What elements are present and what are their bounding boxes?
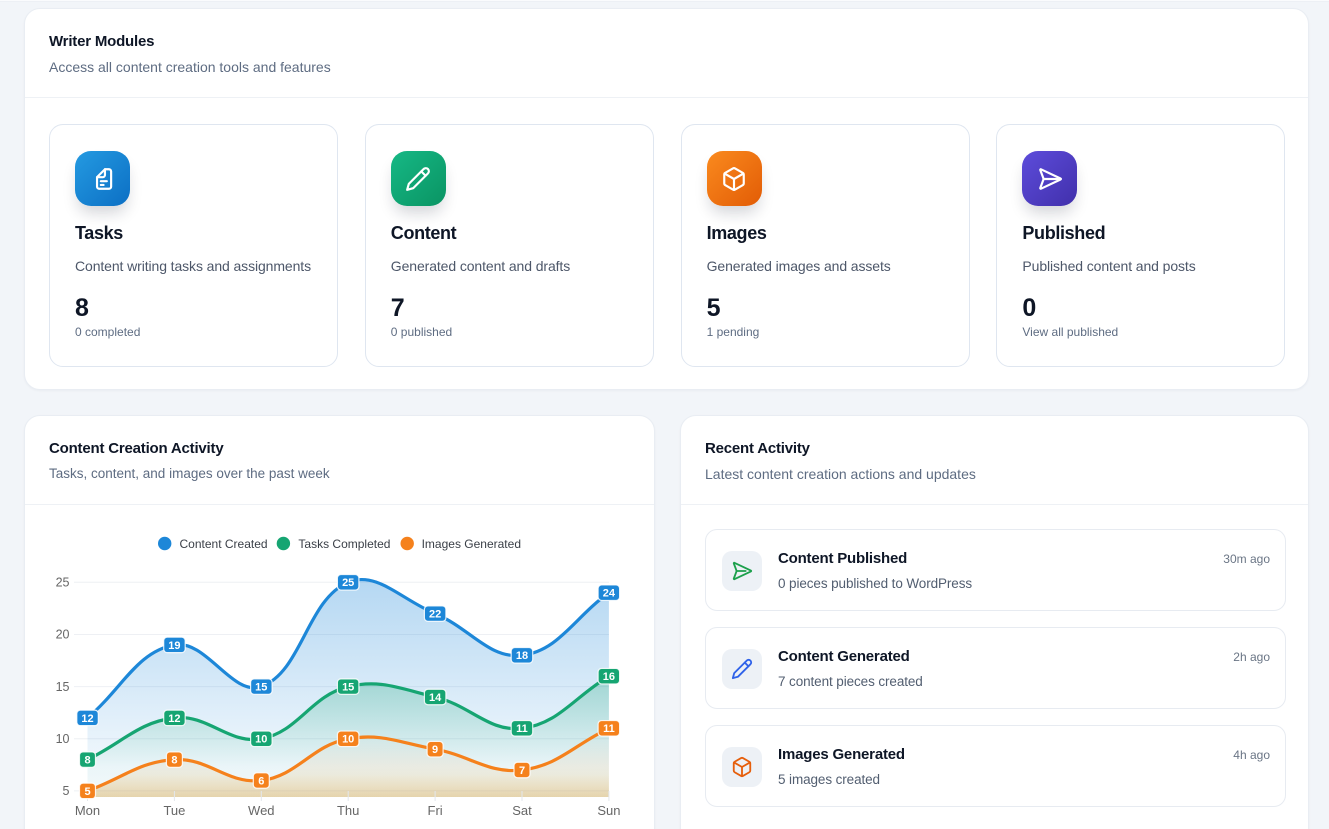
- svg-text:Tue: Tue: [163, 803, 185, 818]
- svg-text:10: 10: [342, 734, 354, 746]
- svg-text:7: 7: [519, 765, 525, 777]
- svg-text:25: 25: [56, 576, 70, 590]
- svg-text:Tasks Completed: Tasks Completed: [298, 537, 390, 551]
- svg-text:Sun: Sun: [597, 803, 620, 818]
- svg-text:20: 20: [56, 628, 70, 642]
- svg-text:Mon: Mon: [75, 803, 100, 818]
- svg-text:15: 15: [342, 682, 354, 694]
- svg-text:10: 10: [255, 734, 267, 746]
- svg-text:24: 24: [603, 588, 616, 600]
- svg-text:16: 16: [603, 671, 615, 683]
- svg-text:Wed: Wed: [248, 803, 275, 818]
- svg-text:19: 19: [168, 640, 180, 652]
- svg-text:11: 11: [516, 723, 528, 735]
- svg-text:11: 11: [603, 723, 615, 735]
- svg-text:5: 5: [63, 784, 70, 798]
- svg-text:5: 5: [84, 786, 90, 798]
- svg-text:Fri: Fri: [428, 803, 443, 818]
- svg-text:8: 8: [171, 755, 177, 767]
- svg-text:6: 6: [258, 775, 264, 787]
- svg-text:18: 18: [516, 650, 528, 662]
- svg-text:15: 15: [255, 682, 267, 694]
- svg-text:22: 22: [429, 609, 441, 621]
- svg-text:8: 8: [84, 755, 90, 767]
- svg-text:12: 12: [168, 713, 180, 725]
- svg-text:Thu: Thu: [337, 803, 359, 818]
- svg-text:15: 15: [56, 680, 70, 694]
- svg-text:25: 25: [342, 577, 354, 589]
- svg-text:9: 9: [432, 744, 438, 756]
- svg-text:10: 10: [56, 732, 70, 746]
- svg-text:14: 14: [429, 692, 442, 704]
- svg-text:Sat: Sat: [512, 803, 532, 818]
- svg-text:Content Created: Content Created: [180, 537, 268, 551]
- svg-text:12: 12: [81, 713, 93, 725]
- svg-text:Images Generated: Images Generated: [422, 537, 521, 551]
